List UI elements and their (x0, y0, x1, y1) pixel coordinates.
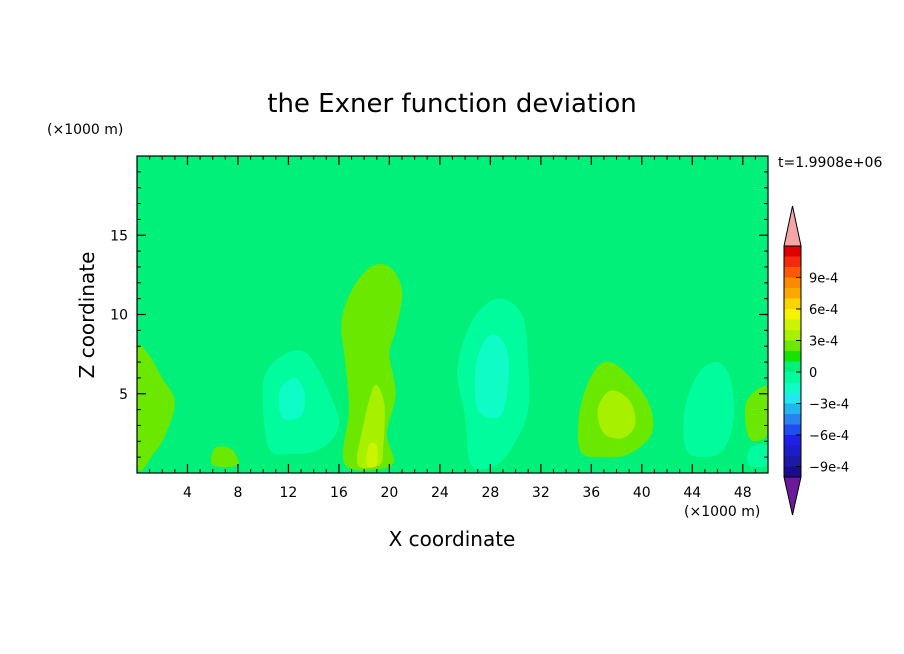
x-tick-label: 16 (330, 485, 348, 501)
x-tick-label: 32 (532, 485, 550, 501)
contour-region-lime-right (597, 390, 636, 439)
x-tick-label: 44 (683, 485, 701, 501)
x-tick-label: 24 (431, 485, 449, 501)
colorbar-segment (784, 466, 801, 477)
colorbar-segment (784, 330, 801, 341)
x-tick-label: 36 (582, 485, 600, 501)
y-tick-label: 10 (110, 308, 128, 324)
x-tick-label: 8 (233, 485, 242, 501)
contour-region-cyan-far-right (747, 444, 768, 468)
contour-region-deep-cyan-left (278, 377, 306, 420)
colorbar-segment (784, 456, 801, 467)
y-tick-label: 15 (110, 228, 128, 244)
x-unit-label: (×1000 m) (684, 504, 760, 520)
y-tick-label: 5 (119, 387, 128, 403)
colorbar-tick-label: 3e-4 (809, 335, 838, 350)
contour-region-bottom-left-pocket (162, 419, 202, 468)
colorbar-segment (784, 435, 801, 446)
colorbar-segment (784, 267, 801, 278)
colorbar-segment (784, 403, 801, 414)
colorbar-segment (784, 340, 801, 351)
chart-title: the Exner function deviation (267, 89, 637, 119)
colorbar-tick-label: −6e-4 (809, 429, 849, 444)
colorbar-segment (784, 372, 801, 383)
colorbar-segment (784, 246, 801, 257)
colorbar-tick-label: −9e-4 (809, 461, 849, 476)
contour-region-yellowgreen-center (341, 263, 403, 471)
colorbar-segment (784, 424, 801, 435)
x-tick-label: 40 (633, 485, 651, 501)
colorbar-segment (784, 277, 801, 288)
colorbar-min-arrow (783, 476, 802, 516)
colorbar-segment (784, 288, 801, 299)
colorbar-segment (784, 445, 801, 456)
contour-regions (137, 156, 768, 473)
y-axis: 5 10 15 (110, 171, 768, 458)
colorbar-segment (784, 382, 801, 393)
x-axis-label: X coordinate (389, 527, 516, 551)
contour-region-yellowgreen-left (137, 344, 175, 472)
x-axis: 4 8 12 16 20 24 28 32 36 40 44 48 (149, 156, 756, 501)
x-tick-label: 20 (380, 485, 398, 501)
colorbar-tick-label: 0 (809, 366, 817, 381)
contour-region-upper-left-lobe (137, 156, 212, 267)
contour-region-lime-center (356, 384, 385, 469)
x-tick-label: 12 (280, 485, 298, 501)
x-tick-label: 28 (481, 485, 499, 501)
colorbar-tick-label: 6e-4 (809, 303, 838, 318)
colorbar-frame (783, 245, 802, 478)
colorbar-tick-label: 9e-4 (809, 272, 838, 287)
colorbar: 9e-4 6e-4 3e-4 0 −3e-4 −6e-4 −9e-4 (783, 205, 849, 516)
colorbar-segment (784, 393, 801, 404)
colorbar-segment (784, 309, 801, 320)
colorbar-segment (784, 361, 801, 372)
colorbar-segment (784, 298, 801, 309)
contour-region-cyan-right (683, 361, 735, 458)
contour-region-yellow-center (366, 442, 378, 468)
y-unit-label: (×1000 m) (47, 122, 123, 138)
time-label: t=1.9908e+06 (778, 155, 882, 171)
contour-region-deep-cyan-center (474, 334, 509, 419)
x-tick-label: 4 (183, 485, 192, 501)
colorbar-segment (784, 351, 801, 362)
colorbar-max-arrow (783, 205, 802, 247)
x-tick-label: 48 (734, 485, 752, 501)
contour-region-yellowgreen-far-right (745, 386, 768, 442)
colorbar-segment (784, 414, 801, 425)
colorbar-segment (784, 319, 801, 330)
contour-region-yellowgreen-bottom-left (210, 446, 239, 468)
y-axis-label: Z coordinate (75, 252, 99, 379)
colorbar-segment (784, 256, 801, 267)
colorbar-tick-label: −3e-4 (809, 398, 849, 413)
